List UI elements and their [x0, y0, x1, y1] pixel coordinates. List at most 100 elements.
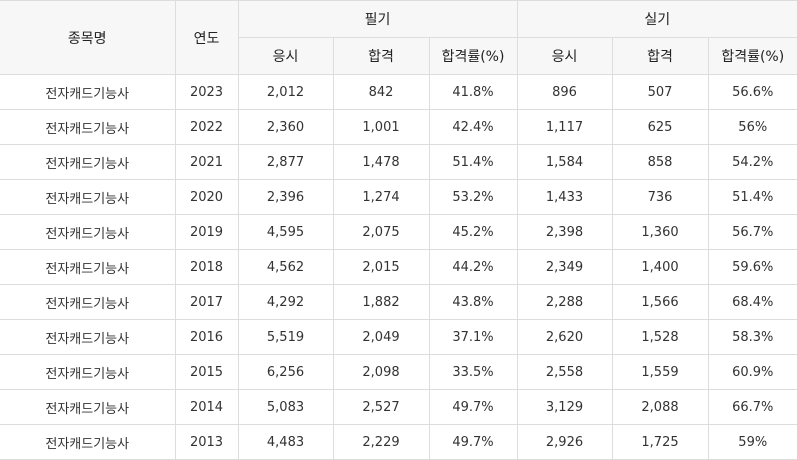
cell-written-passed: 2,015 — [332, 249, 430, 285]
cell-name: 전자캐드기능사 — [0, 284, 176, 320]
cell-written-passed: 2,527 — [332, 389, 430, 425]
table-row: 전자캐드기능사 2022 2,360 1,001 42.4% 1,117 625 56% — [0, 109, 797, 145]
cell-practical-passed: 2,088 — [611, 389, 709, 425]
cell-name: 전자캐드기능사 — [0, 424, 176, 460]
table-row: 전자캐드기능사 2020 2,396 1,274 53.2% 1,433 736 51.4% — [0, 179, 797, 215]
cell-written-applicants: 2,877 — [237, 144, 334, 180]
cell-practical-applicants: 1,584 — [516, 144, 613, 180]
header-written-passed: 합격 — [332, 37, 430, 75]
cell-practical-pass-rate: 51.4% — [707, 179, 797, 215]
cell-written-pass-rate: 49.7% — [428, 389, 518, 425]
cell-written-pass-rate: 51.4% — [428, 144, 518, 180]
cell-practical-pass-rate: 54.2% — [707, 144, 797, 180]
cell-year: 2020 — [174, 179, 239, 215]
cell-written-passed: 2,049 — [332, 319, 430, 355]
cell-written-passed: 1,274 — [332, 179, 430, 215]
table-row: 전자캐드기능사 2018 4,562 2,015 44.2% 2,349 1,400 59.6… — [0, 249, 797, 285]
header-written-applicants: 응시 — [238, 37, 334, 75]
cell-practical-applicants: 1,433 — [516, 179, 613, 215]
cell-written-applicants: 2,396 — [237, 179, 334, 215]
cell-practical-passed: 736 — [611, 179, 709, 215]
cell-practical-passed: 1,559 — [611, 354, 709, 390]
cell-written-pass-rate: 33.5% — [428, 354, 518, 390]
cell-written-applicants: 2,360 — [237, 109, 334, 145]
cell-written-applicants: 4,292 — [237, 284, 334, 320]
cell-practical-passed: 1,528 — [611, 319, 709, 355]
cell-name: 전자캐드기능사 — [0, 74, 176, 110]
cell-written-passed: 842 — [332, 74, 430, 110]
cell-practical-pass-rate: 68.4% — [707, 284, 797, 320]
cell-practical-pass-rate: 56% — [707, 109, 797, 145]
cell-written-passed: 2,229 — [332, 424, 430, 460]
cell-practical-passed: 1,566 — [611, 284, 709, 320]
cell-practical-pass-rate: 60.9% — [707, 354, 797, 390]
cell-practical-passed: 858 — [611, 144, 709, 180]
cell-practical-applicants: 2,349 — [516, 249, 613, 285]
cell-practical-pass-rate: 56.7% — [707, 214, 797, 250]
cell-year: 2016 — [174, 319, 239, 355]
cell-practical-applicants: 896 — [516, 74, 613, 110]
header-practical-applicants: 응시 — [516, 37, 613, 75]
cell-practical-applicants: 2,558 — [516, 354, 613, 390]
header-written-pass-rate: 합격률(%) — [428, 37, 518, 75]
cell-name: 전자캐드기능사 — [0, 144, 176, 180]
cell-practical-pass-rate: 58.3% — [707, 319, 797, 355]
cell-name: 전자캐드기능사 — [0, 179, 176, 215]
table-row: 전자캐드기능사 2021 2,877 1,478 51.4% 1,584 858 54.2% — [0, 144, 797, 180]
cell-year: 2018 — [174, 249, 239, 285]
cell-written-passed: 1,882 — [332, 284, 430, 320]
cell-practical-passed: 507 — [611, 74, 709, 110]
table-row: 전자캐드기능사 2017 4,292 1,882 43.8% 2,288 1,566 68.4… — [0, 284, 797, 320]
cell-written-pass-rate: 41.8% — [428, 74, 518, 110]
cell-written-applicants: 5,083 — [237, 389, 334, 425]
header-practical-passed: 합격 — [611, 37, 709, 75]
cell-written-applicants: 6,256 — [237, 354, 334, 390]
cell-year: 2022 — [174, 109, 239, 145]
table-row: 전자캐드기능사 2019 4,595 2,075 45.2% 2,398 1,360 56.7… — [0, 214, 797, 250]
cell-practical-pass-rate: 59% — [707, 424, 797, 460]
cell-practical-applicants: 2,398 — [516, 214, 613, 250]
cell-written-pass-rate: 53.2% — [428, 179, 518, 215]
cell-practical-passed: 625 — [611, 109, 709, 145]
cell-practical-pass-rate: 59.6% — [707, 249, 797, 285]
header-group-row: 종목명 연도 필기 실기 — [0, 0, 797, 75]
cell-written-applicants: 2,012 — [237, 74, 334, 110]
table-row: 전자캐드기능사 2023 2,012 842 41.8% 896 507 56.6% — [0, 74, 797, 110]
cell-practical-passed: 1,725 — [611, 424, 709, 460]
cell-year: 2017 — [174, 284, 239, 320]
cell-practical-pass-rate: 66.7% — [707, 389, 797, 425]
table-row: 전자캐드기능사 2013 4,483 2,229 49.7% 2,926 1,725 59% — [0, 424, 797, 460]
cell-practical-applicants: 2,288 — [516, 284, 613, 320]
cell-name: 전자캐드기능사 — [0, 389, 176, 425]
table-row: 전자캐드기능사 2015 6,256 2,098 33.5% 2,558 1,559 60.9… — [0, 354, 797, 390]
cell-written-pass-rate: 43.8% — [428, 284, 518, 320]
cell-name: 전자캐드기능사 — [0, 249, 176, 285]
table-row: 전자캐드기능사 2014 5,083 2,527 49.7% 3,129 2,088 66.7… — [0, 389, 797, 425]
cell-practical-applicants: 2,926 — [516, 424, 613, 460]
cell-written-applicants: 4,562 — [237, 249, 334, 285]
cell-written-pass-rate: 44.2% — [428, 249, 518, 285]
cell-written-applicants: 5,519 — [237, 319, 334, 355]
cell-written-pass-rate: 49.7% — [428, 424, 518, 460]
cell-written-pass-rate: 37.1% — [428, 319, 518, 355]
table-row: 전자캐드기능사 2016 5,519 2,049 37.1% 2,620 1,528 58.3… — [0, 319, 797, 355]
cell-practical-applicants: 2,620 — [516, 319, 613, 355]
table-body: 전자캐드기능사 2023 2,012 842 41.8% 896 507 56.6% 전자캐드기… — [0, 74, 797, 460]
cell-name: 전자캐드기능사 — [0, 354, 176, 390]
cell-written-pass-rate: 45.2% — [428, 214, 518, 250]
cell-practical-passed: 1,400 — [611, 249, 709, 285]
cell-year: 2019 — [174, 214, 239, 250]
cell-written-passed: 2,075 — [332, 214, 430, 250]
cell-practical-applicants: 1,117 — [516, 109, 613, 145]
cell-name: 전자캐드기능사 — [0, 109, 176, 145]
header-written: 필기 — [237, 0, 518, 38]
header-practical: 실기 — [516, 0, 797, 38]
cell-practical-passed: 1,360 — [611, 214, 709, 250]
cell-written-passed: 1,001 — [332, 109, 430, 145]
header-practical-pass-rate: 합격률(%) — [707, 37, 797, 75]
cell-written-passed: 2,098 — [332, 354, 430, 390]
header-year: 연도 — [174, 0, 239, 75]
cell-year: 2023 — [174, 74, 239, 110]
cell-year: 2014 — [174, 389, 239, 425]
